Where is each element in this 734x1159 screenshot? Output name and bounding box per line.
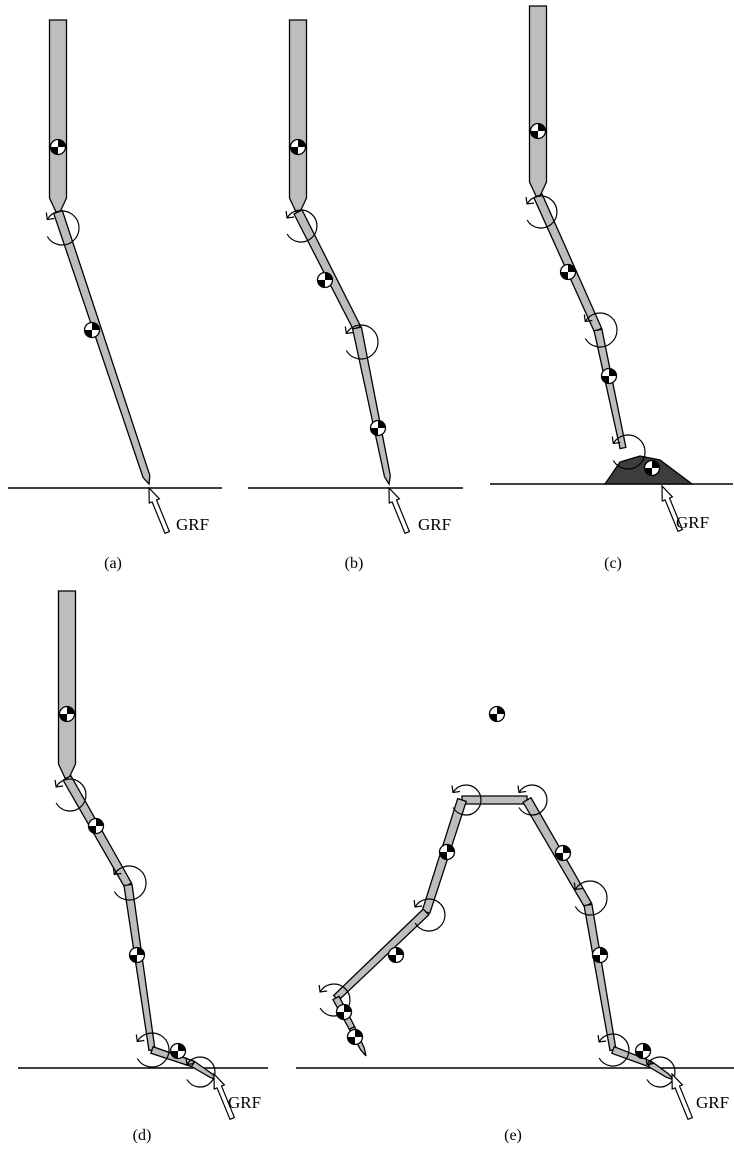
knee-moment-icon	[344, 324, 379, 360]
center-of-mass-icon	[600, 367, 618, 385]
center-of-mass-icon	[49, 138, 67, 156]
stance-ankle-moment-icon	[597, 1033, 630, 1067]
grf-label-e: GRF	[696, 1093, 729, 1112]
trunk-segment-a	[48, 19, 68, 213]
hip-moment-icon	[525, 195, 558, 229]
grf-label-a: GRF	[176, 515, 209, 534]
trunk-segment-b	[288, 19, 308, 213]
center-of-mass-icon	[346, 1028, 364, 1046]
toe-moment-icon	[185, 1056, 216, 1088]
center-of-mass-icon	[488, 705, 506, 723]
swing-ankle-moment-icon	[318, 983, 351, 1017]
ground-reaction-force-arrow-d	[213, 1072, 236, 1121]
segment-layer	[48, 5, 694, 1081]
center-of-mass-icon	[87, 817, 105, 835]
swing-shank-segment-e	[332, 908, 430, 1002]
center-of-mass-icon	[634, 1042, 652, 1060]
center-of-mass-icon	[58, 705, 76, 723]
ground-reaction-force-arrow-a	[148, 486, 171, 535]
panel-label-a: (a)	[104, 555, 122, 572]
center-of-mass-icon	[554, 844, 572, 862]
center-of-mass-icon	[316, 271, 334, 289]
shank-segment-d	[123, 883, 156, 1052]
panel-label-c: (c)	[604, 555, 622, 572]
center-of-mass-icon	[387, 946, 405, 964]
swing-knee-moment-icon	[413, 898, 446, 932]
panel-label-e: (e)	[504, 1127, 522, 1144]
com-layer	[49, 122, 661, 1060]
stance-knee-moment-icon	[573, 880, 608, 916]
center-of-mass-icon	[369, 419, 387, 437]
thigh-segment-b	[293, 209, 362, 331]
panel-label-d: (d)	[133, 1127, 152, 1144]
leg-segment-a	[52, 209, 151, 486]
center-of-mass-icon	[438, 843, 456, 861]
hip-moment-icon	[54, 778, 87, 812]
center-of-mass-icon	[83, 321, 101, 339]
stance-toe-segment-e	[647, 1060, 675, 1081]
thigh-segment-c	[533, 193, 603, 333]
center-of-mass-icon	[128, 946, 146, 964]
knee-moment-icon	[583, 312, 618, 348]
stance-foot-segment-e	[610, 1045, 652, 1068]
text-layer: (a) (b) (c) (d) (e) GRF GRF GRF GRF GRF	[104, 513, 729, 1144]
center-of-mass-icon	[591, 946, 609, 964]
stance-toe-moment-icon	[645, 1056, 676, 1088]
stance-shank-segment-e	[583, 903, 617, 1052]
ankle-moment-icon	[135, 1032, 170, 1068]
grf-label-d: GRF	[228, 1093, 261, 1112]
hip-moment-icon	[45, 210, 80, 246]
center-of-mass-icon	[559, 263, 577, 281]
grf-label-b: GRF	[418, 515, 451, 534]
ankle-moment-icon	[611, 434, 646, 470]
shank-segment-c	[593, 328, 627, 450]
center-of-mass-icon	[289, 138, 307, 156]
center-of-mass-icon	[643, 459, 661, 477]
trunk-segment-d	[57, 590, 77, 779]
pelvis-segment-e	[461, 795, 528, 805]
ground-reaction-force-arrow-c	[661, 484, 684, 533]
ground-reaction-force-arrow-e	[671, 1072, 694, 1121]
center-of-mass-icon	[529, 122, 547, 140]
grf-label-c: GRF	[676, 513, 709, 532]
swing-hip-moment-icon	[451, 784, 482, 816]
stance-hip-moment-icon	[517, 784, 548, 816]
center-of-mass-icon	[335, 1003, 353, 1021]
trunk-segment-c	[528, 5, 548, 197]
center-of-mass-icon	[169, 1042, 187, 1060]
ground-reaction-force-arrow-b	[388, 486, 411, 535]
joint-layer	[45, 195, 694, 1121]
knee-moment-icon	[112, 865, 147, 901]
hip-moment-icon	[285, 209, 318, 243]
panel-label-b: (b)	[345, 555, 364, 572]
shank-segment-b	[351, 326, 391, 486]
